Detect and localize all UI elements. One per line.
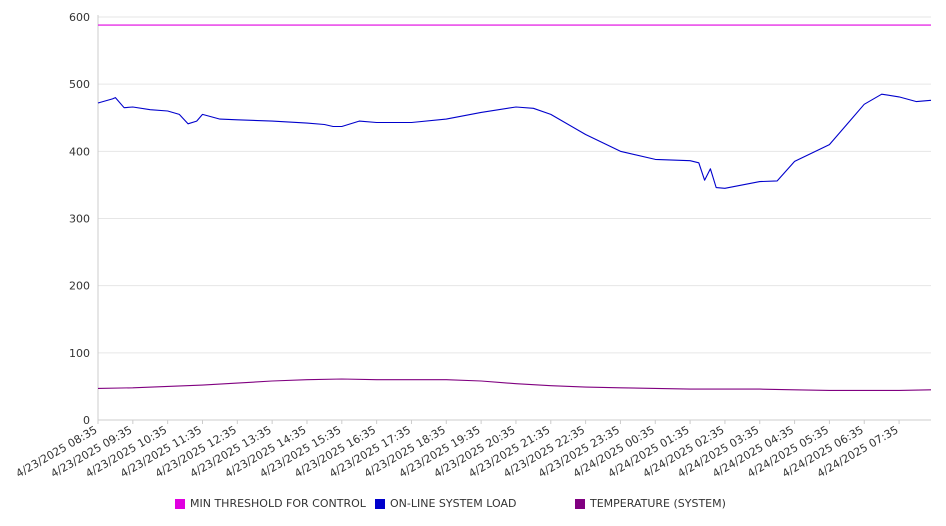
series-line-2: [97, 378, 932, 391]
legend-swatch: [375, 498, 385, 509]
legend-swatch: [575, 498, 585, 509]
legend-item-temperature[interactable]: TEMPERATURE (SYSTEM): [575, 497, 726, 510]
series-lines: [97, 24, 932, 391]
legend-swatch: [175, 498, 185, 509]
legend-label: MIN THRESHOLD FOR CONTROL: [190, 497, 366, 510]
legend-label: ON-LINE SYSTEM LOAD: [390, 497, 517, 510]
legend-item-min-threshold[interactable]: MIN THRESHOLD FOR CONTROL: [175, 497, 366, 510]
legend-label: TEMPERATURE (SYSTEM): [590, 497, 726, 510]
line-chart: 0 100 200 300 400 500 600 4/23/2025 08:354/23/…: [14, 11, 932, 480]
legend-item-online-system-load[interactable]: ON-LINE SYSTEM LOAD: [375, 497, 516, 510]
y-tick-label: 600: [69, 11, 90, 24]
y-tick-label: 200: [69, 280, 90, 293]
y-axis-tick-labels: 0 100 200 300 400 500 600: [69, 11, 90, 427]
y-tick-label: 500: [69, 78, 90, 91]
series-line-1: [97, 93, 932, 189]
y-tick-label: 300: [69, 213, 90, 226]
grid-lines: [98, 16, 931, 354]
y-tick-label: 100: [69, 347, 90, 360]
x-axis-tick-labels: 4/23/2025 08:354/23/2025 09:354/23/2025 …: [14, 423, 901, 480]
y-tick-label: 0: [83, 414, 90, 427]
legend: MIN THRESHOLD FOR CONTROL ON-LINE SYSTEM…: [0, 497, 946, 515]
axes: [97, 15, 931, 424]
y-tick-label: 400: [69, 145, 90, 158]
